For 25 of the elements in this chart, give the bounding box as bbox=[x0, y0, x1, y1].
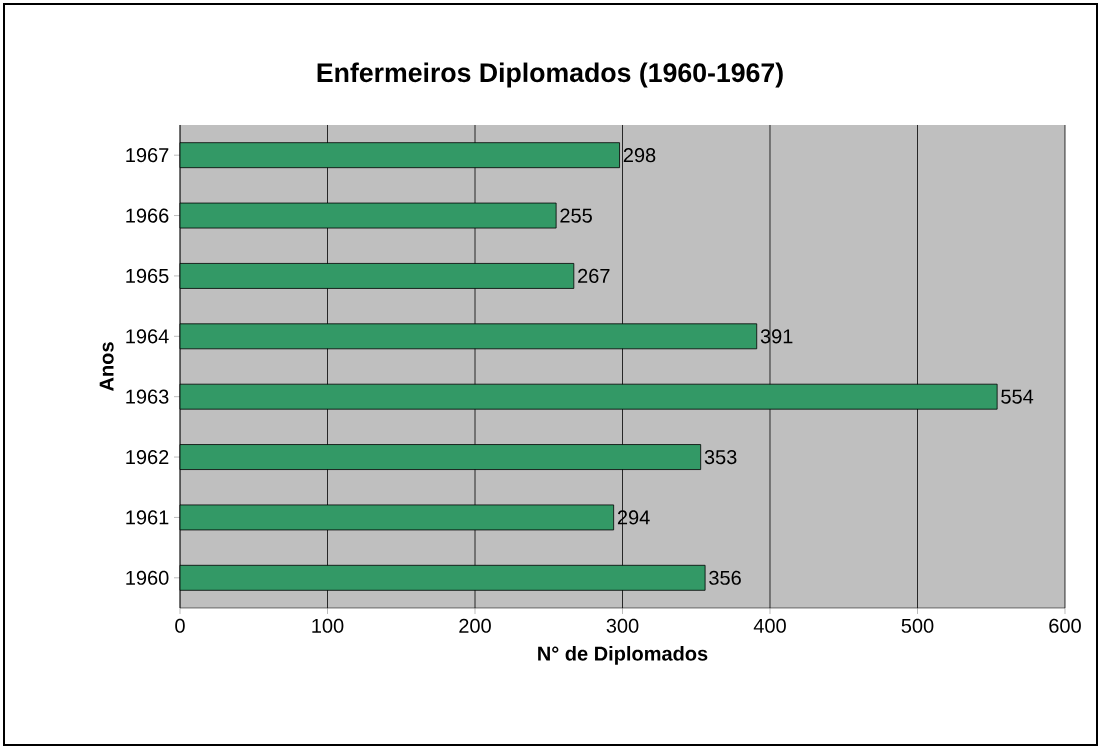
data-label: 298 bbox=[623, 148, 656, 163]
x-tick-label: 400 bbox=[753, 618, 786, 633]
x-tick-label: 200 bbox=[459, 618, 491, 633]
y-tick-label: 1966 bbox=[126, 208, 169, 223]
x-tick-label: 0 bbox=[175, 618, 185, 633]
x-tick-label: 500 bbox=[901, 618, 934, 633]
x-tick-label: 300 bbox=[606, 618, 639, 633]
x-tick-label: 600 bbox=[1049, 618, 1081, 633]
data-label: 356 bbox=[709, 570, 741, 585]
data-label: 391 bbox=[760, 329, 793, 344]
chart-title: Enfermeiros Diplomados (1960-1967) bbox=[317, 62, 783, 88]
y-tick-label: 1961 bbox=[126, 510, 169, 525]
data-label: 255 bbox=[560, 208, 592, 223]
y-tick-label: 1965 bbox=[126, 268, 169, 283]
y-axis-title: Anos bbox=[99, 342, 114, 391]
y-tick-label: 1967 bbox=[126, 148, 169, 163]
x-axis-title: N° de Diplomados bbox=[538, 646, 708, 665]
y-tick-label: 1962 bbox=[126, 449, 169, 465]
data-label: 267 bbox=[578, 268, 610, 283]
y-tick-label: 1964 bbox=[126, 329, 169, 344]
x-tick-label: 100 bbox=[312, 618, 344, 633]
y-tick-label: 1960 bbox=[126, 570, 169, 585]
data-label: 353 bbox=[704, 449, 737, 465]
data-label: 554 bbox=[1001, 389, 1034, 404]
y-tick-label: 1963 bbox=[126, 389, 169, 404]
